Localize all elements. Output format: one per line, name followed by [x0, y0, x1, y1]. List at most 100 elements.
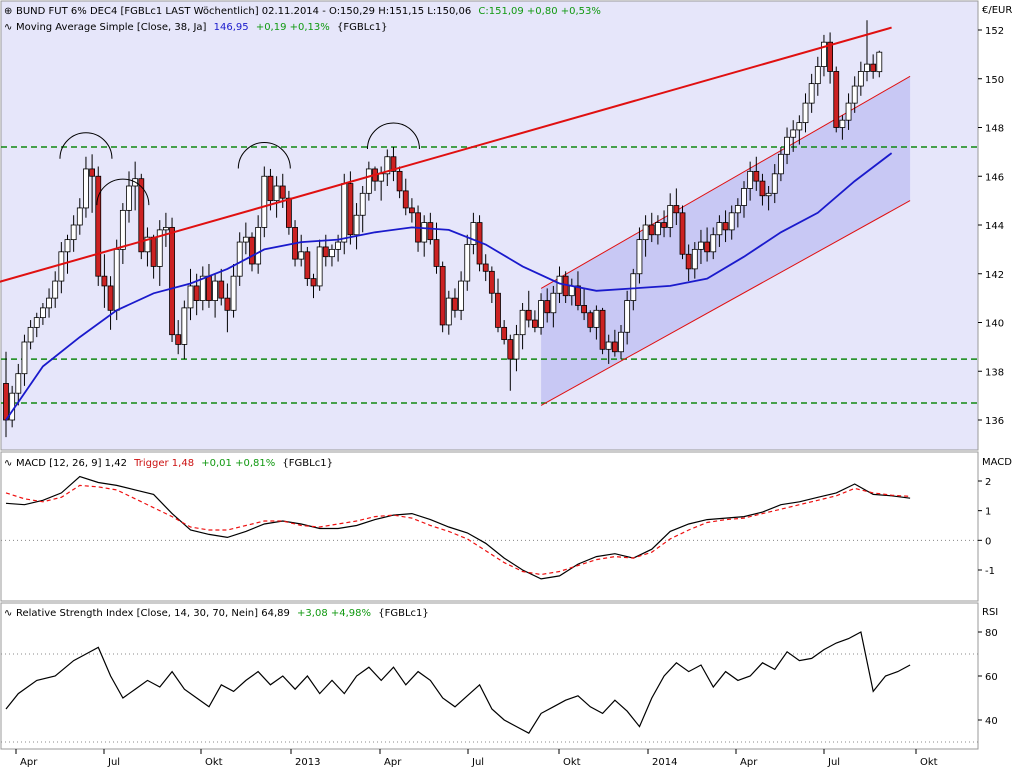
x-axis-label: Apr [740, 757, 758, 768]
candle-body [193, 285, 200, 301]
candle-body [747, 170, 754, 189]
candle-body [341, 183, 348, 243]
candle-body [175, 334, 182, 345]
candle-body [390, 156, 397, 172]
candle-body [396, 170, 403, 192]
candle-body [298, 251, 305, 260]
x-axis-label: Jul [107, 757, 120, 768]
macd-axis-label: 0 [985, 536, 991, 547]
candle-body [808, 83, 815, 104]
candle-body [335, 241, 342, 250]
candle-body [814, 66, 821, 85]
rsi-panel[interactable] [0, 602, 979, 750]
x-axis-label: Apr [384, 757, 402, 768]
candle-body [857, 71, 864, 87]
candle-body [501, 326, 508, 340]
macd-axis-label: MACD [982, 457, 1012, 468]
candle-body [89, 168, 95, 177]
candle-body [482, 263, 489, 272]
x-axis-label: Jul [827, 757, 840, 768]
candle-body [218, 280, 225, 299]
candle-body [138, 178, 145, 253]
rsi-header-icon: ∿ [4, 608, 12, 619]
candle-body [722, 222, 729, 231]
candle-body [76, 207, 83, 226]
candle-body [3, 383, 9, 421]
candle-body [796, 122, 803, 131]
pattern-arc [366, 122, 420, 150]
candle-body [224, 297, 231, 311]
candle-body [83, 168, 89, 209]
candle-body [587, 312, 594, 328]
candle-body [101, 275, 108, 287]
candle-body [771, 173, 778, 194]
channel-lower-line [540, 200, 911, 406]
candle-body [316, 246, 323, 287]
moving-average-line [5, 152, 893, 421]
rsi-header-text: Relative Strength Index [Close, 14, 30, … [16, 608, 290, 619]
candle-body [181, 307, 188, 345]
candle-body [673, 205, 680, 214]
candle-body [206, 275, 212, 301]
candle-body [347, 183, 354, 236]
candle-body [249, 236, 255, 265]
candle-body [322, 246, 329, 258]
price-header: ⊕ BUND FUT 6% DEC4 [FGBLc1 LAST Wöchentl… [4, 6, 601, 17]
rsi-axis-label: RSI [982, 607, 998, 618]
candle-body [150, 236, 157, 267]
macd-line [5, 475, 911, 580]
candle-body [21, 341, 28, 375]
candle-body [458, 280, 465, 311]
candle-body [833, 71, 840, 128]
macd-axis-label: 2 [985, 477, 991, 488]
candle-body [46, 297, 52, 309]
candle-body [236, 241, 243, 277]
macd-axis-label: -1 [985, 566, 995, 577]
candle-body [495, 292, 501, 328]
x-axis-label: Okt [563, 757, 581, 768]
candle-body [716, 222, 723, 236]
candle-body [581, 305, 587, 314]
candle-body [304, 251, 311, 280]
candle-body [64, 239, 71, 253]
candle-body [169, 227, 175, 336]
candle-body [636, 239, 643, 275]
candle-body [242, 236, 249, 243]
candle-body [802, 102, 809, 124]
candle-body [359, 192, 366, 216]
candle-body [384, 156, 391, 175]
macd-header-trigger: Trigger 1,48 [133, 458, 194, 469]
candle-body [624, 300, 631, 333]
candle-body [538, 300, 544, 328]
candle-body [778, 153, 784, 175]
ma-header-suffix: {FGBLc1} [337, 22, 388, 33]
candle-body [402, 190, 409, 209]
macd-panel[interactable] [0, 451, 979, 602]
candle-body [285, 197, 292, 228]
ma-header-icon: ∿ [4, 22, 12, 33]
candle-body [667, 205, 674, 228]
x-axis-label: 2013 [295, 757, 320, 768]
uptrend-line [0, 26, 892, 283]
candle-body [433, 239, 440, 267]
candle-body [642, 224, 649, 241]
candle-body [648, 224, 655, 236]
candle-body [851, 85, 858, 104]
macd-header-change: +0,01 +0,81% [201, 458, 275, 469]
candle-body [734, 205, 741, 214]
candle-body [513, 334, 520, 360]
candle-body [488, 270, 495, 294]
svg-text:MACD [12, 26, 9] 1,42 Tr: MACD [12, 26, 9] 1,42 Trigger 1,48 +0,01… [16, 458, 333, 469]
candle-body [212, 280, 219, 301]
candle-body [839, 119, 846, 128]
candle-body [230, 275, 237, 311]
candle-body [759, 180, 766, 197]
price-axis-label: 146 [985, 172, 1004, 183]
rsi-axis-label: 60 [985, 672, 998, 683]
candle-body [40, 307, 46, 319]
price-axis-label: 136 [985, 416, 1004, 427]
candle-body [255, 227, 262, 265]
candle-body [661, 222, 667, 228]
price-header-text: BUND FUT 6% DEC4 [FGBLc1 LAST Wöchentlic… [16, 6, 471, 17]
